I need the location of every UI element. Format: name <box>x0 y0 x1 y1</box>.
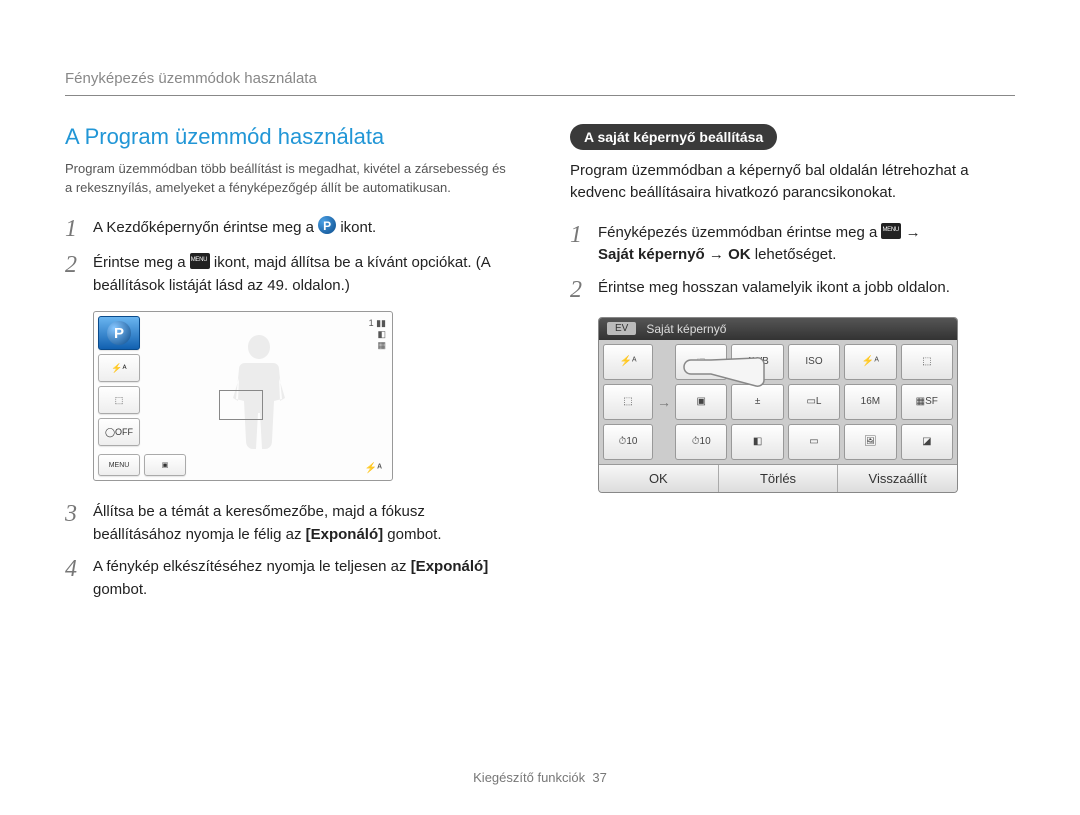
page-footer: Kiegészítő funkciók 37 <box>0 770 1080 785</box>
right-step-1: 1 Fényképezés üzemmódban érintse meg a →… <box>570 222 1015 267</box>
section-title: A Program üzemmód használata <box>65 124 510 150</box>
grid-icon[interactable]: 🖼 <box>844 424 896 460</box>
step-number: 1 <box>65 216 93 242</box>
ev-badge: EV <box>607 322 636 335</box>
grid-icon[interactable]: ▦SF <box>901 384 953 420</box>
camera-display-button[interactable]: ▣ <box>144 454 186 476</box>
grid-icon[interactable]: ± <box>731 384 783 420</box>
step4-bold: [Exponáló] <box>411 558 489 575</box>
breadcrumb: Fényképezés üzemmódok használata <box>65 70 1015 87</box>
step-1: 1 A Kezdőképernyőn érintse meg a ikont. <box>65 216 510 242</box>
settings-favorites-column: ⚡ᴬ ⬚ ⏱10 <box>603 344 653 460</box>
camera-focus-button[interactable]: ⬚ <box>98 386 140 414</box>
rstep1-pre: Fényképezés üzemmódban érintse meg a <box>598 224 881 241</box>
cancel-button[interactable]: Törlés <box>719 465 839 492</box>
step4-after: gombot. <box>93 581 147 598</box>
camera-screenshot: P ⚡ᴬ ⬚ ◯OFF MENU ▣ 1 ▮▮◧▦ ⚡ᴬ <box>93 311 393 481</box>
grid-icon[interactable]: ▭ <box>788 424 840 460</box>
rstep1-post: lehetőséget. <box>755 246 837 263</box>
grid-icon[interactable]: ISO <box>788 344 840 380</box>
grid-icon[interactable]: ▣ <box>675 384 727 420</box>
step-number: 1 <box>570 222 598 248</box>
step-3: 3 Állítsa be a témát a keresőmezőbe, maj… <box>65 501 510 546</box>
settings-footer: OK Törlés Visszaállít <box>599 464 957 492</box>
step1-post: ikont. <box>340 219 376 236</box>
rstep1-arrow2: → <box>709 246 728 263</box>
grid-icon[interactable]: ◪ <box>901 424 953 460</box>
divider <box>65 95 1015 96</box>
rstep2-text: Érintse meg hosszan valamelyik ikont a j… <box>598 277 1015 300</box>
arrow-icon: → <box>659 344 669 460</box>
step-number: 2 <box>570 277 598 303</box>
rstep1-bold1: Saját képernyő <box>598 246 705 263</box>
step3-bold: [Exponáló] <box>306 526 384 543</box>
step4-text: A fénykép elkészítéséhez nyomja le telje… <box>93 558 411 575</box>
camera-flash-button[interactable]: ⚡ᴬ <box>98 354 140 382</box>
step-number: 2 <box>65 252 93 278</box>
fav-icon-1[interactable]: ⬚ <box>603 384 653 420</box>
grid-icon[interactable]: ☞ <box>675 344 727 380</box>
ok-button[interactable]: OK <box>599 465 719 492</box>
camera-status-icons: 1 ▮▮◧▦ <box>369 318 386 350</box>
settings-grid: ☞ AWB ISO ⚡ᴬ ⬚ ▣ ± ▭L 16M ▦SF ⏱10 ◧ ▭ 🖼 <box>675 344 953 460</box>
step-number: 3 <box>65 501 93 527</box>
step-number: 4 <box>65 556 93 582</box>
settings-title: Saját képernyő <box>646 322 726 336</box>
grid-icon[interactable]: ◧ <box>731 424 783 460</box>
footer-page-number: 37 <box>592 770 606 785</box>
reset-button[interactable]: Visszaállít <box>838 465 957 492</box>
right-intro: Program üzemmódban a képernyő bal oldalá… <box>570 160 1015 204</box>
right-step-2: 2 Érintse meg hosszan valamelyik ikont a… <box>570 277 1015 303</box>
menu-icon <box>190 253 210 269</box>
settings-screenshot: EV Saját képernyő ⚡ᴬ ⬚ ⏱10 → ☞ AWB ISO ⚡… <box>598 317 958 493</box>
camera-off-button[interactable]: ◯OFF <box>98 418 140 446</box>
grid-icon[interactable]: ▭L <box>788 384 840 420</box>
settings-header: EV Saját képernyő <box>599 318 957 340</box>
camera-p-button[interactable]: P <box>98 316 140 350</box>
intro-text: Program üzemmódban több beállítást is me… <box>65 160 510 198</box>
grid-icon[interactable]: ⚡ᴬ <box>844 344 896 380</box>
program-mode-icon <box>318 216 336 234</box>
ok-label: OK <box>728 246 751 263</box>
step3-after: gombot. <box>383 526 441 543</box>
step-2: 2 Érintse meg a ikont, majd állítsa be a… <box>65 252 510 297</box>
footer-section: Kiegészítő funkciók <box>473 770 585 785</box>
menu-icon <box>881 223 901 239</box>
grid-icon[interactable]: ⏱10 <box>675 424 727 460</box>
right-column: A saját képernyő beállítása Program üzem… <box>570 124 1015 611</box>
grid-icon[interactable]: AWB <box>731 344 783 380</box>
step1-pre: A Kezdőképernyőn érintse meg a <box>93 219 318 236</box>
fav-icon-0[interactable]: ⚡ᴬ <box>603 344 653 380</box>
step2-pre: Érintse meg a <box>93 254 190 271</box>
camera-flash-indicator: ⚡ᴬ <box>365 463 382 474</box>
fav-icon-2[interactable]: ⏱10 <box>603 424 653 460</box>
rstep1-arrow1: → <box>906 224 921 241</box>
grid-icon[interactable]: ⬚ <box>901 344 953 380</box>
p-label: P <box>107 321 131 345</box>
subsection-heading: A saját képernyő beállítása <box>570 124 777 150</box>
grid-icon[interactable]: 16M <box>844 384 896 420</box>
step-4: 4 A fénykép elkészítéséhez nyomja le tel… <box>65 556 510 601</box>
left-column: A Program üzemmód használata Program üze… <box>65 124 510 611</box>
camera-menu-button[interactable]: MENU <box>98 454 140 476</box>
focus-rectangle <box>219 390 263 420</box>
